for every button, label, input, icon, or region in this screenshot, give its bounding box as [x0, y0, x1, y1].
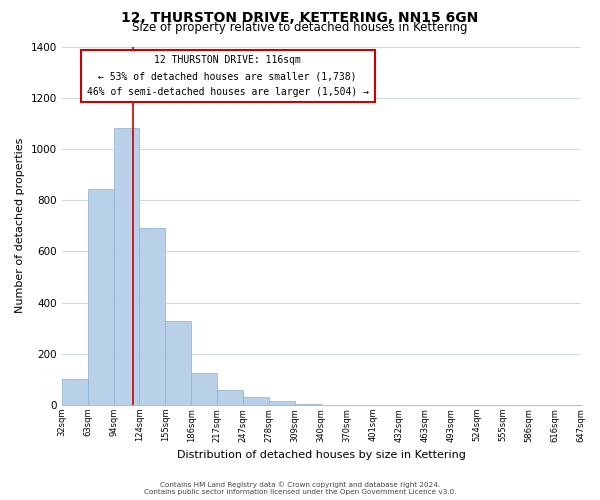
Bar: [217, 390, 243, 405]
Bar: [269, 401, 295, 405]
Bar: [139, 228, 166, 405]
Text: 12 THURSTON DRIVE: 116sqm
← 53% of detached houses are smaller (1,738)
46% of se: 12 THURSTON DRIVE: 116sqm ← 53% of detac…: [86, 56, 368, 96]
Bar: [113, 128, 139, 405]
Text: Size of property relative to detached houses in Kettering: Size of property relative to detached ho…: [132, 22, 468, 35]
Bar: [243, 397, 269, 405]
Text: 12, THURSTON DRIVE, KETTERING, NN15 6GN: 12, THURSTON DRIVE, KETTERING, NN15 6GN: [121, 11, 479, 25]
Y-axis label: Number of detached properties: Number of detached properties: [15, 138, 25, 314]
Text: Contains HM Land Registry data © Crown copyright and database right 2024.: Contains HM Land Registry data © Crown c…: [160, 481, 440, 488]
Bar: [321, 404, 347, 405]
Bar: [62, 380, 88, 405]
X-axis label: Distribution of detached houses by size in Kettering: Distribution of detached houses by size …: [176, 450, 466, 460]
Text: Contains public sector information licensed under the Open Government Licence v3: Contains public sector information licen…: [144, 489, 456, 495]
Bar: [166, 320, 191, 405]
Bar: [191, 373, 217, 405]
Bar: [88, 188, 113, 405]
Bar: [295, 404, 321, 405]
